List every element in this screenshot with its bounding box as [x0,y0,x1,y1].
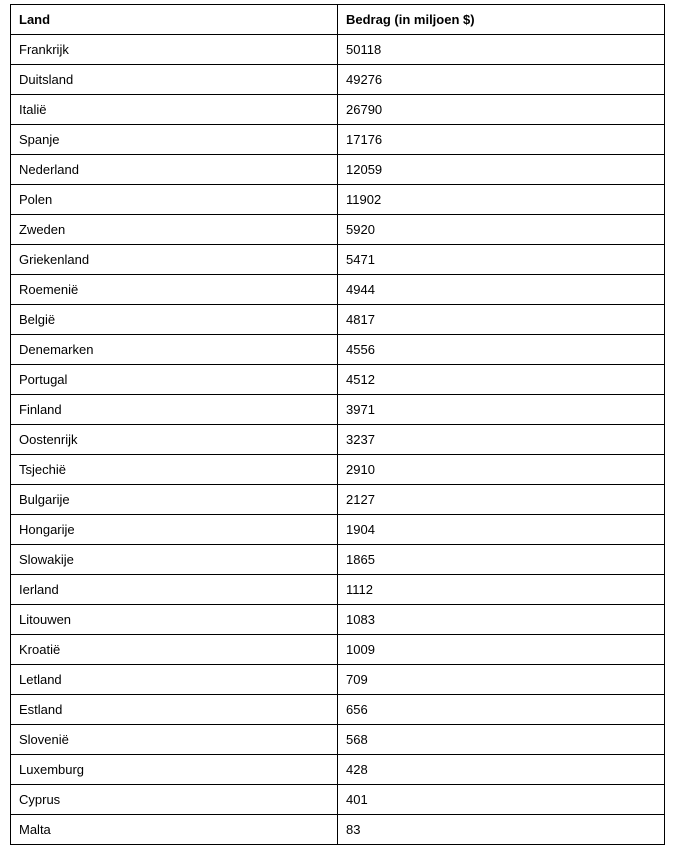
table-row: Hongarije1904 [11,515,665,545]
cell-bedrag: 17176 [338,125,665,155]
cell-bedrag: 568 [338,725,665,755]
cell-bedrag: 1904 [338,515,665,545]
cell-bedrag: 2910 [338,455,665,485]
column-header-bedrag: Bedrag (in miljoen $) [338,5,665,35]
cell-land: Portugal [11,365,338,395]
cell-land: Roemenië [11,275,338,305]
table-row: Luxemburg428 [11,755,665,785]
table-row: Polen11902 [11,185,665,215]
table-row: Roemenië4944 [11,275,665,305]
cell-land: Cyprus [11,785,338,815]
cell-land: Nederland [11,155,338,185]
cell-land: Slowakije [11,545,338,575]
cell-bedrag: 709 [338,665,665,695]
cell-land: Griekenland [11,245,338,275]
table-row: Denemarken4556 [11,335,665,365]
cell-bedrag: 50118 [338,35,665,65]
cell-bedrag: 3971 [338,395,665,425]
table-row: Duitsland49276 [11,65,665,95]
cell-land: Polen [11,185,338,215]
table-row: Slowakije1865 [11,545,665,575]
table-row: Letland709 [11,665,665,695]
table-row: Griekenland5471 [11,245,665,275]
data-table: Land Bedrag (in miljoen $) Frankrijk5011… [10,4,665,845]
table-row: Litouwen1083 [11,605,665,635]
cell-bedrag: 26790 [338,95,665,125]
table-row: Kroatië1009 [11,635,665,665]
table-row: Nederland12059 [11,155,665,185]
table-row: Oostenrijk3237 [11,425,665,455]
cell-bedrag: 1112 [338,575,665,605]
cell-land: Malta [11,815,338,845]
cell-bedrag: 12059 [338,155,665,185]
cell-land: Tsjechië [11,455,338,485]
cell-land: Duitsland [11,65,338,95]
table-row: België4817 [11,305,665,335]
cell-land: Denemarken [11,335,338,365]
cell-bedrag: 428 [338,755,665,785]
cell-bedrag: 4556 [338,335,665,365]
table-row: Tsjechië2910 [11,455,665,485]
cell-land: Spanje [11,125,338,155]
cell-bedrag: 4817 [338,305,665,335]
table-row: Estland656 [11,695,665,725]
table-row: Zweden5920 [11,215,665,245]
table-row: Cyprus401 [11,785,665,815]
cell-bedrag: 49276 [338,65,665,95]
table-row: Malta83 [11,815,665,845]
cell-bedrag: 5471 [338,245,665,275]
column-header-land: Land [11,5,338,35]
table-row: Spanje17176 [11,125,665,155]
cell-land: Litouwen [11,605,338,635]
cell-land: Bulgarije [11,485,338,515]
table-row: Slovenië568 [11,725,665,755]
table-row: Italië26790 [11,95,665,125]
table-row: Ierland1112 [11,575,665,605]
cell-land: Letland [11,665,338,695]
cell-bedrag: 83 [338,815,665,845]
cell-land: Estland [11,695,338,725]
cell-bedrag: 656 [338,695,665,725]
cell-bedrag: 1865 [338,545,665,575]
cell-land: Frankrijk [11,35,338,65]
cell-land: België [11,305,338,335]
cell-bedrag: 4512 [338,365,665,395]
cell-bedrag: 401 [338,785,665,815]
table-row: Finland3971 [11,395,665,425]
cell-land: Ierland [11,575,338,605]
cell-land: Luxemburg [11,755,338,785]
cell-land: Finland [11,395,338,425]
table-row: Portugal4512 [11,365,665,395]
table-header-row: Land Bedrag (in miljoen $) [11,5,665,35]
table-row: Frankrijk50118 [11,35,665,65]
table-row: Bulgarije2127 [11,485,665,515]
cell-bedrag: 3237 [338,425,665,455]
cell-bedrag: 5920 [338,215,665,245]
cell-bedrag: 1083 [338,605,665,635]
cell-land: Zweden [11,215,338,245]
cell-bedrag: 11902 [338,185,665,215]
cell-bedrag: 2127 [338,485,665,515]
cell-bedrag: 4944 [338,275,665,305]
cell-land: Italië [11,95,338,125]
cell-land: Kroatië [11,635,338,665]
cell-bedrag: 1009 [338,635,665,665]
cell-land: Slovenië [11,725,338,755]
cell-land: Oostenrijk [11,425,338,455]
cell-land: Hongarije [11,515,338,545]
